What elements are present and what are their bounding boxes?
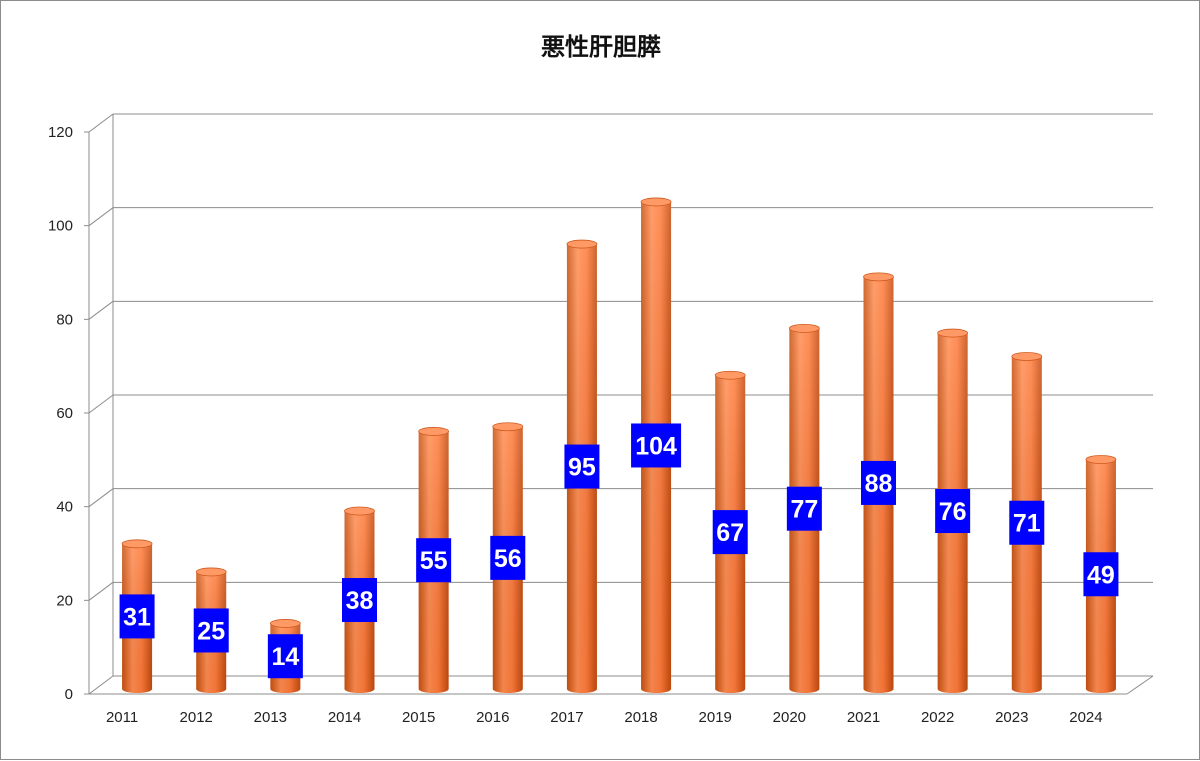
- x-tick-label: 2012: [180, 709, 213, 726]
- data-label-box: [193, 608, 229, 653]
- bar-top: [492, 422, 524, 432]
- data-label-text: 77: [790, 496, 818, 524]
- data-label: 95: [564, 444, 600, 489]
- bar-top: [195, 567, 227, 577]
- gridline-depth: [88, 488, 114, 508]
- data-label-box: [712, 510, 748, 555]
- data-label-box: [935, 489, 971, 534]
- floor-right-edge: [1126, 675, 1154, 695]
- data-label-box: [786, 486, 822, 531]
- gridline-depth: [88, 675, 114, 695]
- data-label: 14: [267, 634, 303, 679]
- data-label-text: 95: [568, 454, 596, 482]
- bar-top: [566, 239, 598, 249]
- y-tick-label: 20: [56, 592, 73, 609]
- y-tick-label: 60: [56, 405, 73, 422]
- data-label: 67: [712, 510, 748, 555]
- axes: 0 20 40 60 80 100 120 2011 2012 2013 2014 2015 2016 2…: [48, 113, 1154, 726]
- chart-title: 悪性肝胆膵: [541, 33, 661, 61]
- data-label-text: 88: [865, 470, 893, 498]
- data-label: 55: [416, 538, 452, 583]
- data-label-text: 56: [494, 545, 522, 573]
- x-tick-label: 2022: [921, 709, 954, 726]
- y-tick-label: 40: [56, 499, 73, 516]
- data-label: 31: [119, 594, 155, 639]
- gridline-depth: [88, 207, 114, 227]
- data-label-text: 71: [1013, 510, 1041, 538]
- x-tick-label: 2024: [1069, 709, 1102, 726]
- bar-top: [1011, 352, 1043, 361]
- data-label-text: 31: [123, 603, 151, 631]
- data-label: 77: [786, 486, 822, 531]
- x-tick-label: 2014: [328, 709, 361, 726]
- bar-top: [937, 328, 969, 338]
- x-tick-label: 2020: [773, 709, 806, 726]
- bar-top: [121, 539, 153, 549]
- data-label-text: 67: [716, 519, 744, 547]
- bars: [121, 197, 1117, 694]
- bar-top: [1085, 455, 1117, 464]
- bar-top: [269, 619, 301, 628]
- data-label-text: 38: [346, 587, 374, 615]
- gridline-depth: [88, 300, 114, 320]
- data-label-box: [861, 460, 896, 505]
- data-label-box: [564, 444, 600, 489]
- data-labels: 31 25 14 38 55 56 95 104 67 77 88 76 71 49: [119, 423, 1119, 679]
- data-label: 49: [1083, 552, 1119, 597]
- bar-top: [418, 427, 450, 436]
- y-tick-label: 100: [48, 218, 73, 235]
- data-label-text: 14: [271, 643, 299, 671]
- data-label: 88: [861, 460, 896, 505]
- data-label-box: [416, 538, 452, 583]
- y-tick-label: 80: [56, 311, 73, 328]
- data-label-box: [631, 423, 682, 468]
- x-tick-label: 2011: [106, 709, 138, 726]
- data-label: 56: [490, 535, 526, 580]
- bar-top: [714, 370, 746, 380]
- data-label: 76: [935, 489, 971, 534]
- gridline-depth: [88, 113, 114, 133]
- x-tick-label: 2017: [550, 709, 583, 726]
- bar-top: [788, 323, 820, 333]
- y-tick-label: 120: [48, 124, 73, 141]
- x-tick-label: 2019: [699, 709, 732, 726]
- gridline-depth: [88, 581, 114, 601]
- x-tick-label: 2013: [254, 709, 287, 726]
- bar-top: [863, 272, 894, 282]
- x-tick-label: 2023: [995, 709, 1028, 726]
- data-label-box: [1009, 500, 1045, 545]
- data-label-box: [119, 594, 155, 639]
- data-label: 71: [1009, 500, 1045, 545]
- data-label-box: [490, 535, 526, 580]
- data-label-box: [267, 634, 303, 679]
- bar-top: [344, 506, 375, 516]
- bar-top: [640, 197, 672, 207]
- data-label-box: [342, 578, 377, 623]
- data-label-text: 104: [635, 432, 677, 460]
- data-label-text: 55: [420, 547, 448, 575]
- x-tick-label: 2018: [624, 709, 657, 726]
- data-label-text: 49: [1087, 561, 1115, 589]
- data-label-text: 25: [197, 617, 225, 645]
- x-tick-label: 2015: [402, 709, 435, 726]
- data-label-box: [1083, 552, 1119, 597]
- y-tick-label: 0: [65, 686, 73, 703]
- data-label-text: 76: [939, 498, 967, 526]
- data-label: 104: [631, 423, 682, 468]
- data-label: 38: [342, 578, 377, 623]
- data-label: 25: [193, 608, 229, 653]
- x-tick-label: 2016: [476, 709, 509, 726]
- x-tick-label: 2021: [847, 709, 880, 726]
- gridline-depth: [88, 394, 114, 414]
